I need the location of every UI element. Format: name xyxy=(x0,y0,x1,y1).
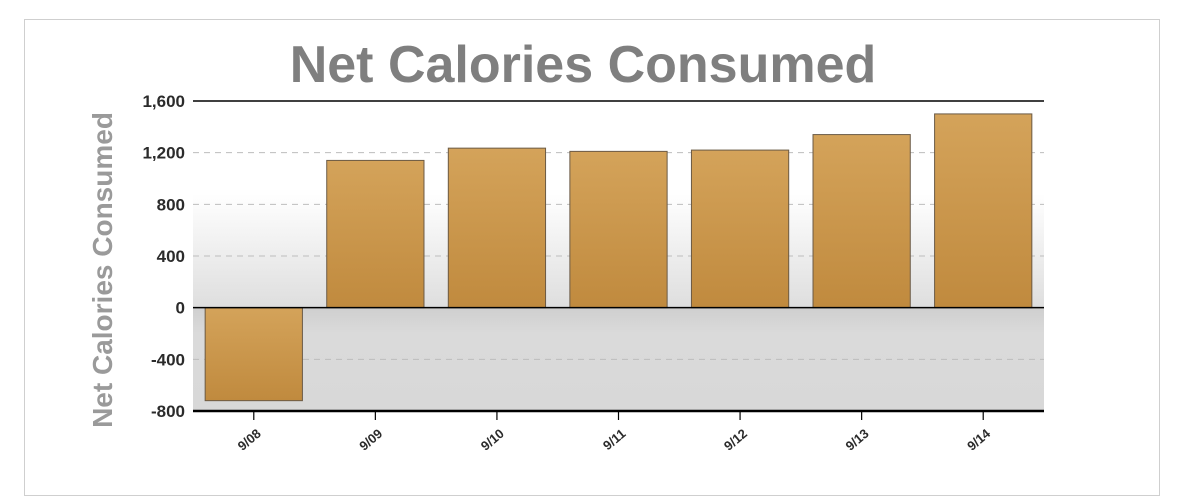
x-tick-label: 9/13 xyxy=(843,426,872,454)
bars xyxy=(204,113,1033,402)
bar xyxy=(690,149,790,309)
y-tick-labels: 1,600 1,200 800 400 0 -400 -800 xyxy=(142,92,185,421)
y-axis-label: Net Calories Consumed xyxy=(87,112,118,428)
x-tick-label: 9/10 xyxy=(478,426,507,454)
y-tick-label: 800 xyxy=(157,195,185,214)
bar xyxy=(934,113,1033,309)
y-tick-label: 0 xyxy=(176,299,185,318)
x-tick-label: 9/14 xyxy=(964,425,994,453)
y-tick-label: 1,600 xyxy=(142,92,185,111)
x-tick-label: 9/12 xyxy=(721,426,750,454)
x-tick-label: 9/09 xyxy=(356,426,385,454)
x-tick-label: 9/11 xyxy=(600,426,628,453)
y-tick-label: 1,200 xyxy=(142,144,185,163)
plot-bg-negative xyxy=(193,307,1044,411)
bar xyxy=(812,134,911,309)
bar xyxy=(569,150,668,309)
axes xyxy=(193,100,1044,420)
y-tick-label: -800 xyxy=(151,402,185,421)
y-tick-label: -400 xyxy=(151,350,185,369)
x-tick-label: 9/08 xyxy=(235,426,264,454)
x-tick-labels: 9/08 9/09 9/10 9/11 9/12 9/13 9/14 xyxy=(235,425,994,453)
bar xyxy=(204,307,303,402)
chart-title: Net Calories Consumed xyxy=(290,36,877,94)
bar xyxy=(326,159,425,309)
y-tick-label: 400 xyxy=(157,247,185,266)
bar xyxy=(447,147,547,309)
